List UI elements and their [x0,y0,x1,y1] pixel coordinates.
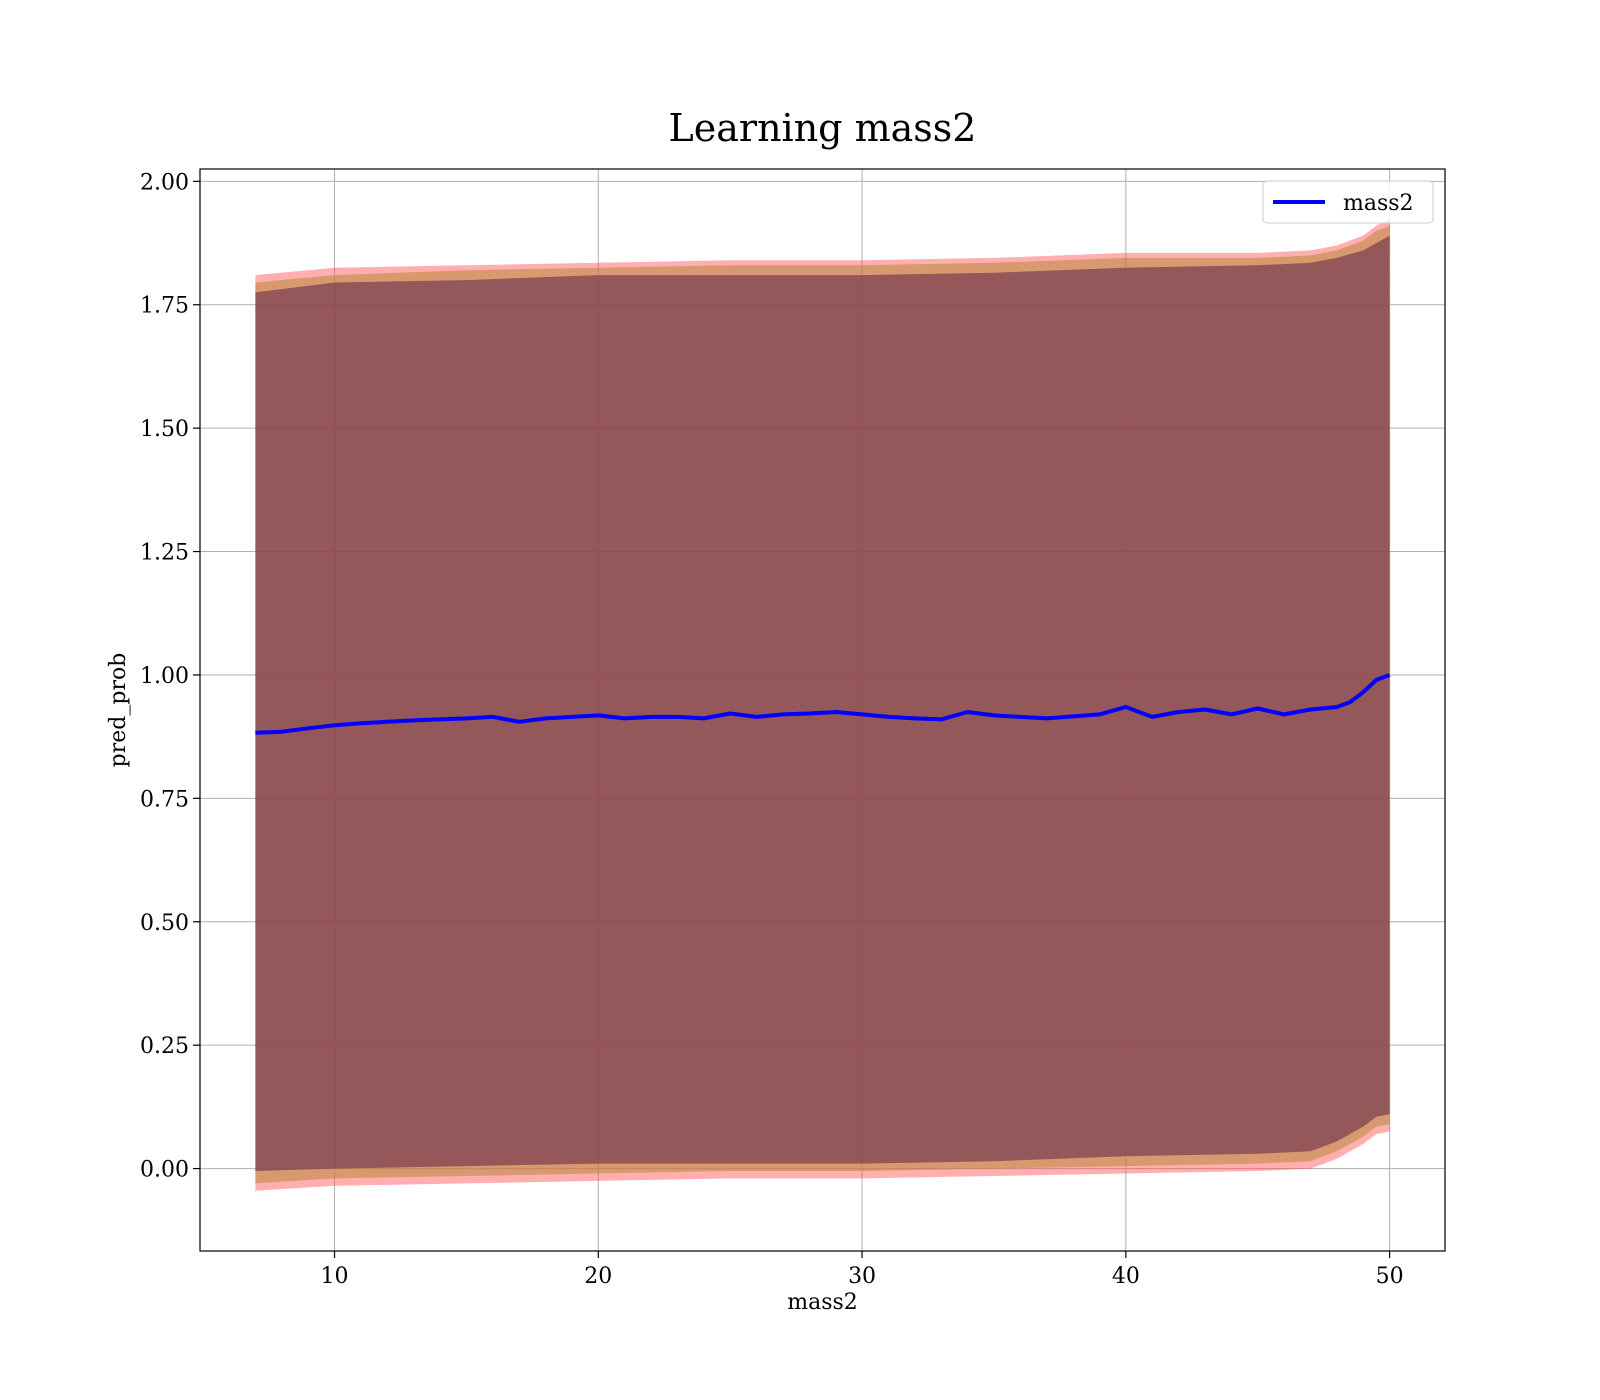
band-inner [255,235,1390,1172]
y-axis-ticks: 0.00 0.25 0.50 0.75 1.00 1.25 1.50 1.75 2.00 [140,170,200,1183]
plot-frame [199,168,1446,1252]
x-tick-label: 20 [584,1264,612,1289]
legend-label: mass2 [1343,191,1414,216]
x-axis-ticks: 10 20 30 40 50 [321,1251,1404,1289]
uncertainty-bands [255,218,1390,1191]
x-axis-label: mass2 [787,1290,858,1315]
chart-title: Learning mass2 [669,106,977,150]
y-tick-label: 1.50 [140,417,189,442]
y-tick-label: 1.00 [140,664,189,689]
x-tick-label: 40 [1112,1264,1140,1289]
legend-box [1262,180,1434,224]
y-tick-label: 1.25 [140,541,189,566]
series-line-mass2 [255,673,1391,735]
y-tick-label: 1.75 [140,294,189,319]
x-tick-label: 50 [1376,1264,1404,1289]
legend: mass2 [1262,180,1434,224]
series-lines [255,673,1391,735]
y-axis-label: pred_prob [106,653,131,768]
x-tick-label: 30 [848,1264,876,1289]
y-tick-label: 0.25 [140,1034,189,1059]
x-tick-label: 10 [321,1264,349,1289]
y-tick-label: 0.75 [140,787,189,812]
y-tick-label: 2.00 [140,170,189,195]
y-tick-label: 0.00 [140,1158,189,1183]
y-tick-label: 0.50 [140,911,189,936]
